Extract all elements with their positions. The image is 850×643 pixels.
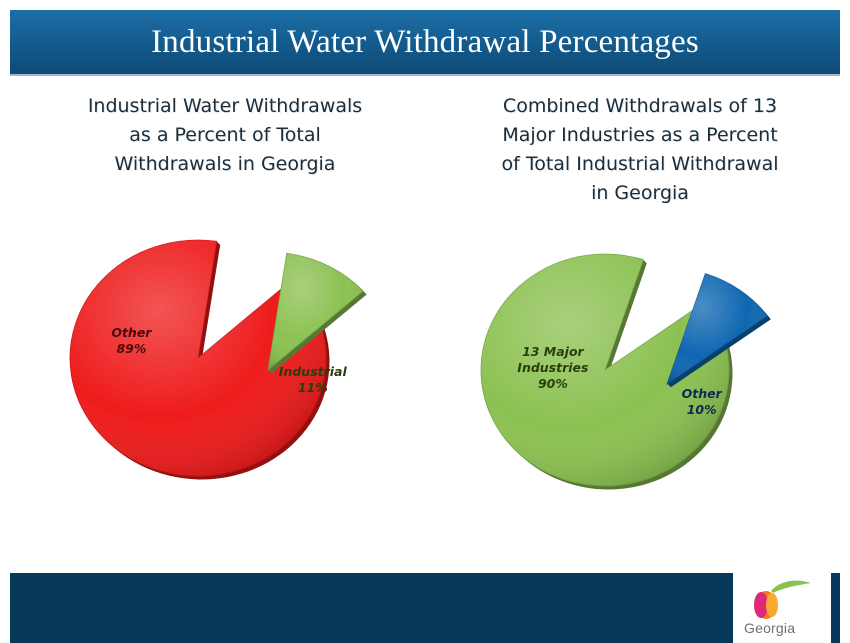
slice-name-label: Industries (517, 360, 588, 375)
slice-value-label: 10% (687, 402, 717, 417)
chart-title-right: Combined Withdrawals of 13 Major Industr… (501, 95, 779, 204)
slice-value-label: 11% (298, 380, 328, 395)
logo-text: Georgia (744, 620, 796, 636)
header-bar: Industrial Water Withdrawal Percentages (10, 10, 840, 76)
slice-name-label: Industrial (279, 364, 348, 379)
chart-title-left: Industrial Water Withdrawals as a Percen… (87, 95, 363, 175)
slice-name-label: Other (682, 386, 723, 401)
slice-name-label: Other (111, 325, 152, 340)
page-title: Industrial Water Withdrawal Percentages (151, 23, 699, 60)
slice-name-label: 13 Major (522, 344, 584, 359)
footer-bar (10, 573, 840, 643)
peach-logo-icon (754, 580, 811, 619)
georgia-logo (733, 573, 831, 643)
slice-value-label: 89% (116, 341, 146, 356)
slice-value-label: 90% (538, 376, 568, 391)
